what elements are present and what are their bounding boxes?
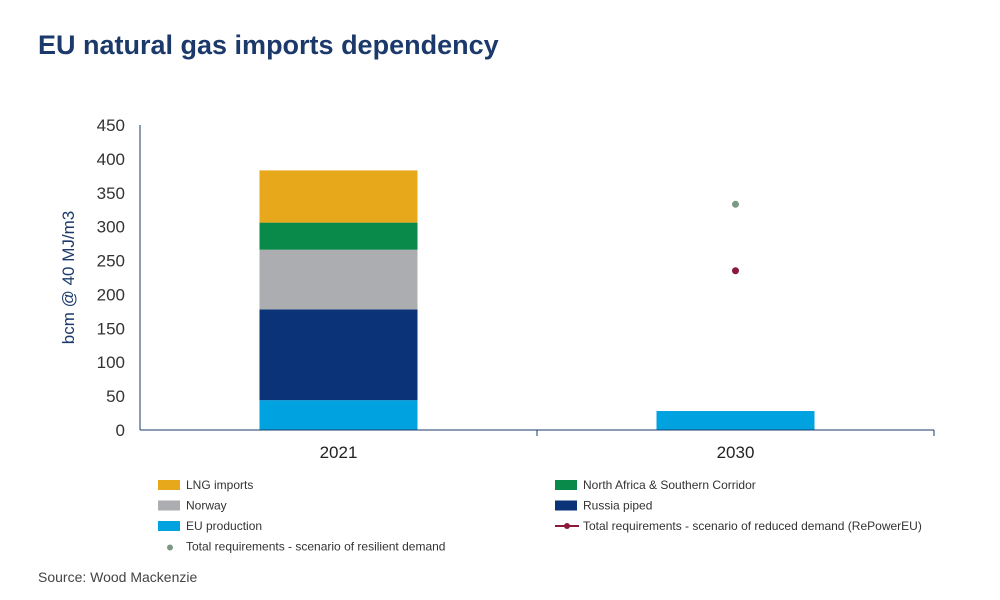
y-tick-label: 300 — [97, 218, 125, 237]
legend-marker-total-requirements-scenario-of-reduced-demand-repowereu — [564, 523, 570, 529]
y-tick-label: 250 — [97, 252, 125, 271]
legend: LNG imports North Africa & Southern Corri… — [158, 478, 922, 554]
y-tick-label: 100 — [97, 353, 125, 372]
legend-label-lng-imports: LNG imports — [186, 478, 253, 492]
bar-eu-production-2021 — [259, 400, 418, 430]
points-layer — [732, 200, 739, 275]
legend-swatch-lng-imports — [158, 480, 180, 490]
chart-title: EU natural gas imports dependency — [38, 30, 499, 60]
bar-norway-2021 — [259, 249, 418, 310]
y-tick-label: 150 — [97, 319, 125, 338]
legend-label-norway: Norway — [186, 499, 227, 513]
y-axis-label: bcm @ 40 MJ/m3 — [59, 211, 78, 344]
legend-swatch-russia-piped — [555, 500, 577, 511]
legend-label-north-africa-southern-corridor: North Africa & Southern Corridor — [583, 478, 756, 492]
bar-russia-piped-2021 — [259, 309, 418, 401]
y-tick-label: 350 — [97, 184, 125, 203]
y-tick-label: 200 — [97, 285, 125, 304]
y-tick-label: 450 — [97, 116, 125, 135]
legend-label-russia-piped: Russia piped — [583, 499, 652, 513]
legend-label-total-requirements-scenario-of-reduced-demand-repowereu: Total requirements - scenario of reduced… — [583, 519, 922, 533]
legend-swatch-eu-production — [158, 521, 180, 531]
bar-eu-production-2030 — [656, 411, 815, 430]
legend-label-eu-production: EU production — [186, 519, 262, 533]
legend-swatch-total-requirements-scenario-of-resilient-demand — [167, 544, 173, 551]
legend-swatch-norway — [158, 500, 180, 511]
source-note: Source: Wood Mackenzie — [38, 569, 198, 585]
bars-layer — [259, 170, 815, 430]
axes-layer: 0 50 100 150 200 250 300 350 400 450 2021 2030 bcm @… — [59, 116, 935, 462]
bar-north-africa-southern-corridor-2021 — [259, 222, 418, 250]
x-tick-label-2030: 2030 — [717, 443, 755, 462]
legend-swatch-north-africa-southern-corridor — [555, 480, 577, 490]
point-total-requirements-scenario-of-resilient-demand — [732, 200, 739, 208]
legend-label-total-requirements-scenario-of-resilient-demand: Total requirements - scenario of resilie… — [186, 540, 445, 554]
y-tick-label: 50 — [106, 387, 125, 406]
x-tick-label-2021: 2021 — [320, 443, 358, 462]
bar-lng-imports-2021 — [259, 170, 418, 223]
point-total-requirements-scenario-of-reduced-demand-repowereu — [732, 267, 739, 275]
y-tick-label: 0 — [116, 421, 125, 440]
y-tick-label: 400 — [97, 150, 125, 169]
